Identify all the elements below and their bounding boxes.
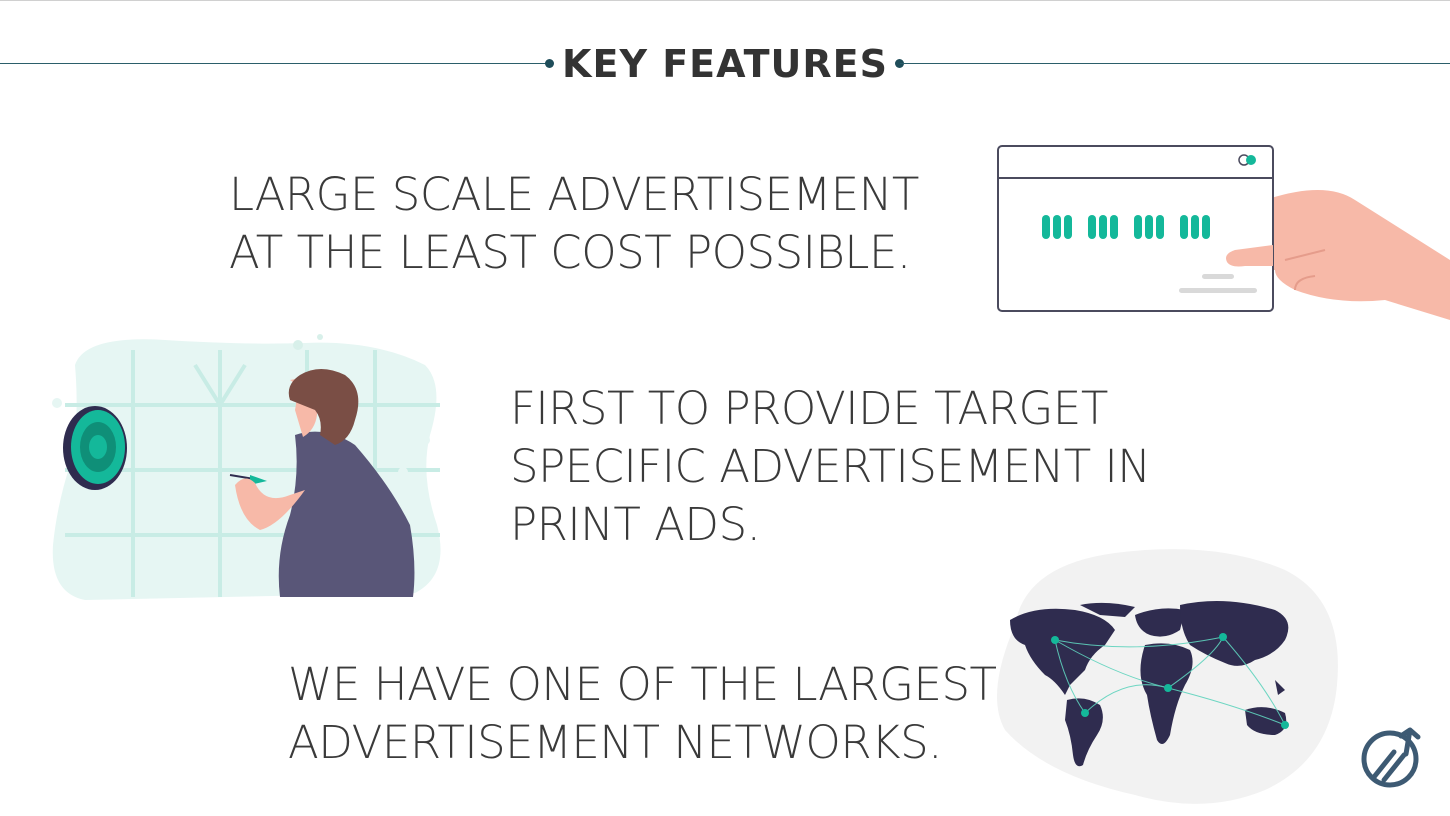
title-rule-left: [0, 63, 548, 64]
feature-1-text: LARGE SCALE ADVERTISEMENT AT THE LEAST C…: [229, 166, 919, 282]
feature-1-line-2: AT THE LEAST COST POSSIBLE.: [229, 226, 911, 279]
feature-2-line-3: PRINT ADS.: [510, 498, 761, 551]
hand-holding-card-icon: [997, 145, 1450, 320]
world-network-map-icon: [997, 549, 1338, 804]
brand-logo-icon: [1361, 727, 1421, 788]
page-title: KEY FEATURES: [562, 42, 888, 86]
title-dot-left: [545, 59, 554, 68]
feature-3-line-2: ADVERTISEMENT NETWORKS.: [288, 716, 942, 769]
feature-1-line-1: LARGE SCALE ADVERTISEMENT: [229, 168, 919, 221]
feature-2-text: FIRST TO PROVIDE TARGET SPECIFIC ADVERTI…: [510, 380, 1151, 554]
top-border: [0, 0, 1450, 1]
feature-3-text: WE HAVE ONE OF THE LARGEST ADVERTISEMENT…: [288, 656, 997, 772]
feature-2-line-2: SPECIFIC ADVERTISEMENT IN: [510, 440, 1151, 493]
feature-2-line-1: FIRST TO PROVIDE TARGET: [510, 382, 1108, 435]
title-rule-right: [900, 63, 1450, 64]
feature-3-line-1: WE HAVE ONE OF THE LARGEST: [288, 658, 997, 711]
person-throwing-dart-icon: [52, 334, 441, 600]
title-dot-right: [895, 59, 904, 68]
